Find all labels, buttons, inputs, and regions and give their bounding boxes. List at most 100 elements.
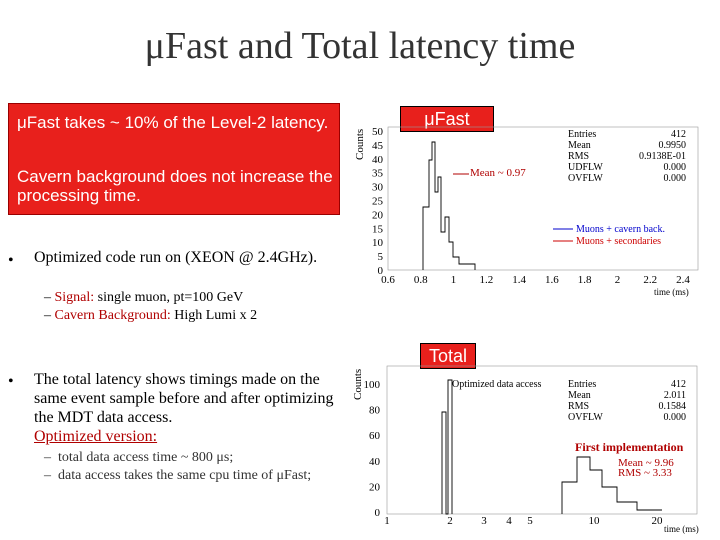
bullet-1: Optimized code run on (XEON @ 2.4GHz). xyxy=(34,249,318,266)
plot1-ytick: 15 xyxy=(372,223,384,235)
plot1-xtick: 0.6 xyxy=(381,274,395,286)
bullet-marker: • xyxy=(8,373,14,390)
plot1-xtick: 1.8 xyxy=(578,274,592,286)
plot2-xtick: 5 xyxy=(527,515,533,527)
plot1-xtick: 0.8 xyxy=(414,274,428,286)
stat-key: OVFLW xyxy=(568,412,603,423)
plot2-hist-first xyxy=(561,456,662,514)
plot1-xtick: 1 xyxy=(451,274,457,286)
stat-key: UDFLW xyxy=(568,162,603,173)
stat-row: Mean 0.9950 xyxy=(566,140,688,151)
stat-value: 0.000 xyxy=(663,173,687,184)
plot1-ytick: 10 xyxy=(372,237,384,249)
stat-value: 0.000 xyxy=(663,162,687,173)
stat-value: 0.1584 xyxy=(658,401,687,412)
stat-key: Mean xyxy=(568,390,591,401)
plot2-hist-opt xyxy=(441,379,453,515)
plot1-ytick: 30 xyxy=(372,182,384,194)
bullet-2-text: The total latency shows timings made on … xyxy=(34,371,334,426)
stat-value: 412 xyxy=(671,129,686,140)
cavern-label: Cavern Background: xyxy=(54,308,171,323)
signal-text: single muon, pt=100 GeV xyxy=(97,290,244,305)
stat-row: OVFLW 0.000 xyxy=(566,173,688,184)
plot1-xtick: 2 xyxy=(615,274,621,286)
stat-value: 0.9138E-01 xyxy=(639,151,686,162)
plot2-stats: Entries 412 Mean 2.011 RMS 0.1584 OVFLW 0.000 xyxy=(566,379,688,423)
stat-key: Mean xyxy=(568,140,591,151)
stat-row: Entries 412 xyxy=(566,129,688,140)
plot1-label: μFast xyxy=(400,106,494,132)
sub-bullet-1: – Signal: single muon, pt=100 GeV xyxy=(44,290,244,305)
stat-key: OVFLW xyxy=(568,173,603,184)
stat-key: RMS xyxy=(568,151,590,162)
stat-value: 2.011 xyxy=(663,390,686,401)
plot1-ytick: 45 xyxy=(372,140,384,152)
stat-row: RMS 0.9138E-01 xyxy=(566,151,688,162)
bullet-marker: • xyxy=(8,252,14,269)
plot1-ytick: 0 xyxy=(378,265,384,277)
plot1-ytick: 25 xyxy=(372,196,384,208)
plot1-xtick: 2.2 xyxy=(643,274,657,286)
signal-label: Signal: xyxy=(54,290,95,305)
plot2-ytick: 60 xyxy=(369,430,381,442)
bullet-2: The total latency shows timings made on … xyxy=(34,370,334,446)
optimized-version-label: Optimized version: xyxy=(34,428,158,445)
stat-value: 0.000 xyxy=(663,412,687,423)
sub-bullet-4-text: data access takes the same cpu time of μ… xyxy=(58,468,312,483)
plot2-first-impl-annotation: First implementation xyxy=(575,440,684,454)
sub-bullet-4: – data access takes the same cpu time of… xyxy=(44,468,312,483)
highlight-text-2: Cavern background does not increase the … xyxy=(17,167,333,205)
legend1-text: Muons + cavern back. xyxy=(576,224,665,235)
stat-key: Entries xyxy=(568,379,597,390)
plot2-xtick: 20 xyxy=(652,515,664,527)
stat-row: UDFLW 0.000 xyxy=(566,162,688,173)
plot1-hist-line xyxy=(422,141,476,270)
plot1-frame xyxy=(387,126,699,271)
plot2-ytick: 20 xyxy=(369,481,381,493)
plot1-ytick: 40 xyxy=(372,154,384,166)
plot2-rms-annotation: RMS ~ 3.33 xyxy=(618,467,672,479)
plot2-xlabel: time (ms) xyxy=(664,524,699,534)
plot2-label: Total xyxy=(420,343,476,369)
stat-row: Mean 2.011 xyxy=(566,390,688,401)
stat-key: Entries xyxy=(568,129,597,140)
highlight-box: μFast takes ~ 10% of the Level-2 latency… xyxy=(8,103,340,215)
sub-bullet-3-text: total data access time ~ 800 μs; xyxy=(58,450,234,465)
plot2-xtick: 4 xyxy=(506,515,512,527)
plot2-xtick: 10 xyxy=(589,515,601,527)
plot2-ytick: 80 xyxy=(369,405,381,417)
stat-row: RMS 0.1584 xyxy=(566,401,688,412)
plot2-xtick: 1 xyxy=(384,515,390,527)
legend2-text: Muons + secondaries xyxy=(576,236,662,247)
plot1-xtick: 1.2 xyxy=(479,274,493,286)
cavern-text: High Lumi x 2 xyxy=(174,308,258,323)
plot2-ytick: 0 xyxy=(375,507,381,519)
plot1-xtick: 1.6 xyxy=(545,274,559,286)
plot2-histogram xyxy=(441,379,662,515)
plot1-ytick: 35 xyxy=(372,168,384,180)
plot1-mean-annotation: Mean ~ 0.97 xyxy=(470,167,526,179)
plot2-mean-annotation: Mean ~ 9.96 xyxy=(618,457,674,469)
sub-bullet-2: – Cavern Background: High Lumi x 2 xyxy=(44,308,258,323)
plot1-xtick: 2.4 xyxy=(676,274,690,286)
plot2-xtick: 3 xyxy=(481,515,487,527)
plot1-ytick: 20 xyxy=(372,209,384,221)
plot1-ytick: 5 xyxy=(378,251,384,263)
stat-row: OVFLW 0.000 xyxy=(566,412,688,423)
plot2-svg: 100 80 60 40 20 0 1 2 3 4 5 10 20 xyxy=(364,365,698,527)
plot2-optimized-annotation: Optimized data access xyxy=(452,379,542,390)
plot1-ytick: 50 xyxy=(372,126,384,138)
stat-key: RMS xyxy=(568,401,590,412)
stat-value: 412 xyxy=(671,379,686,390)
plot2-frame xyxy=(386,365,698,515)
plot2-xtick: 2 xyxy=(447,515,453,527)
sub-bullet-3: – total data access time ~ 800 μs; xyxy=(44,450,234,465)
page-title: μFast and Total latency time xyxy=(144,25,576,67)
stat-value: 0.9950 xyxy=(658,140,687,151)
stat-row: Entries 412 xyxy=(566,379,688,390)
plot1-stats: Entries 412 Mean 0.9950 RMS 0.9138E-01 UDFLW 0.… xyxy=(566,129,688,184)
plot1-histogram xyxy=(422,141,476,270)
plot1-xlabel: time (ms) xyxy=(654,287,689,297)
plot2-ytick: 100 xyxy=(364,379,381,391)
